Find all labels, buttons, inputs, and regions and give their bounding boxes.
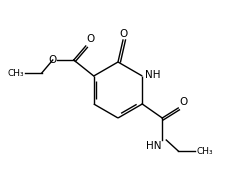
Text: O: O — [49, 55, 57, 65]
Text: CH₃: CH₃ — [7, 69, 24, 77]
Text: NH: NH — [145, 70, 161, 80]
Text: HN: HN — [146, 141, 161, 151]
Text: O: O — [87, 34, 95, 44]
Text: CH₃: CH₃ — [196, 146, 213, 156]
Text: O: O — [179, 97, 188, 107]
Text: O: O — [120, 29, 128, 39]
